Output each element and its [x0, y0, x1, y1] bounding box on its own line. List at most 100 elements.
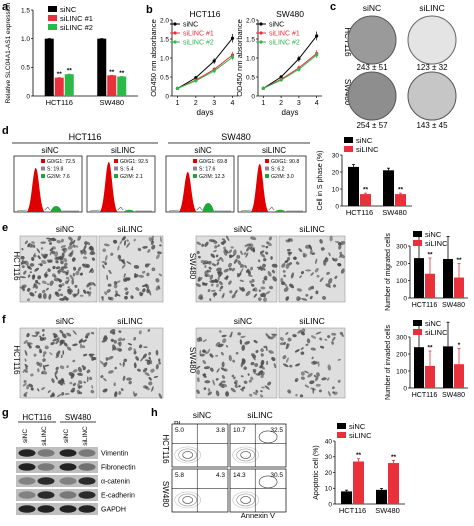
cell-spot [109, 329, 116, 334]
cell-spot [250, 283, 255, 287]
bar-hct116-s1 [353, 461, 364, 504]
cell-spot [72, 244, 76, 248]
cell-spot [117, 254, 122, 260]
cell-spot [49, 280, 54, 286]
cell-spot [135, 287, 140, 291]
cell-spot [315, 258, 318, 265]
cell-spot [315, 383, 321, 387]
cell-spot [245, 290, 251, 297]
cell-spot [253, 293, 257, 298]
cell-spot [299, 394, 304, 398]
chart-title: HCT116 [189, 9, 220, 19]
cell-spot [199, 296, 204, 301]
cell-spot [213, 250, 217, 253]
cell-spot [296, 296, 301, 302]
cell-spot [294, 377, 299, 382]
e-col-sinc-2: siNC [234, 224, 252, 234]
cell-spot [202, 350, 205, 353]
y-tick-label: 10 [325, 486, 333, 493]
cell-spot [127, 343, 133, 346]
cell-spot [118, 391, 122, 395]
cell-spot [228, 267, 232, 271]
cell-spot [199, 349, 202, 356]
y-tick-label: 0 [335, 203, 339, 210]
colony-count-3: 254 ± 57 [356, 121, 388, 130]
cell-spot [309, 249, 313, 255]
flow-phase-value: G0/G1: 72.5 [47, 159, 75, 165]
cell-spot [118, 341, 122, 347]
y-tick-label: 200 [396, 261, 407, 268]
data-point [194, 76, 198, 80]
density-contour [174, 491, 202, 509]
cell-spot [306, 338, 311, 344]
cell-spot [220, 351, 224, 356]
cell-spot [112, 344, 117, 351]
cell-spot [48, 293, 52, 300]
cell-spot [204, 265, 207, 269]
cell-spot [103, 377, 107, 382]
bar-hct116-s0 [348, 166, 359, 206]
cell-spot [72, 343, 78, 347]
y-tick-label: 0 [403, 385, 407, 392]
quadrant-value-ul: 5.0 [175, 427, 184, 434]
bar-sw480-s1 [388, 463, 399, 504]
cell-spot [214, 245, 218, 249]
cell-spot [221, 238, 226, 241]
cell-spot [83, 244, 87, 251]
y-tick-label: 0.5 [160, 74, 169, 81]
cell-spot [22, 383, 27, 387]
cell-spot [158, 361, 161, 365]
cell-spot [44, 364, 50, 367]
cell-spot [115, 290, 118, 294]
cell-spot [82, 353, 88, 357]
y-tick-label: 1.0 [160, 55, 169, 62]
cell-spot [45, 273, 49, 277]
cell-spot [33, 353, 37, 357]
cell-spot [237, 332, 242, 336]
bar-sw480-s0 [383, 170, 394, 206]
cell-spot [207, 388, 211, 392]
cell-spot [221, 375, 226, 379]
cell-spot [47, 268, 51, 272]
cell-spot [250, 353, 255, 357]
panel-f-invasion-images: siNC siLINC siNC siLINC HCT116 SW480 [12, 316, 346, 399]
series-line-2 [263, 54, 317, 89]
cell-spot [225, 391, 230, 397]
legend-d-sinc: siNC [356, 136, 373, 145]
cell-spot [90, 331, 95, 335]
bar-sw480-s1 [395, 194, 406, 206]
cell-spot [289, 364, 293, 368]
cell-spot [53, 333, 58, 338]
cell-spot [83, 289, 87, 294]
cell-spot [204, 380, 211, 384]
cell-spot [255, 389, 259, 393]
cell-spot [59, 293, 64, 297]
cell-spot [133, 336, 137, 341]
data-point [212, 69, 216, 73]
cell-spot [108, 269, 112, 275]
panel-f-bar-chart: 0 100 200 300 ** HCT116 * SW480 Number of invade… [385, 321, 468, 400]
e-row-hct116: HCT116 [12, 251, 21, 281]
cell-spot [286, 343, 290, 347]
cell-spot [77, 266, 82, 272]
x-tick-label: 4 [315, 100, 319, 107]
cell-spot [307, 372, 313, 378]
cell-spot [253, 339, 258, 344]
cell-spot [239, 268, 244, 274]
cell-spot [144, 372, 150, 376]
y-tick-label: 300 [396, 243, 407, 250]
cell-spot [237, 272, 242, 278]
data-point [297, 67, 301, 71]
cell-spot [158, 273, 163, 277]
cell-spot [137, 247, 142, 252]
bar-hct116-s0 [414, 347, 424, 388]
cell-spot [308, 286, 313, 291]
cell-spot [312, 387, 315, 394]
cell-spot [82, 366, 86, 371]
cell-spot [293, 256, 297, 260]
bar-hct116-s1 [360, 194, 371, 206]
cell-spot [66, 346, 72, 351]
cell-spot [224, 249, 229, 254]
cell-spot [51, 250, 56, 255]
cell-spot [21, 247, 24, 251]
